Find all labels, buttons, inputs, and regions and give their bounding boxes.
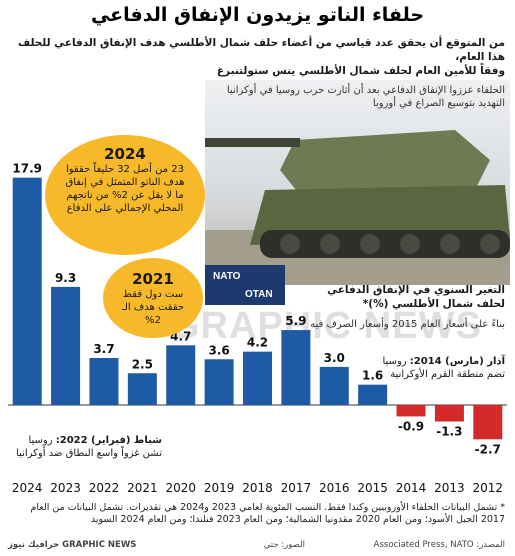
credits-source: المصدر: Associated Press, NATO	[373, 540, 505, 550]
legend-title: التغير السنوي في الإنفاق الدفاعي لحلف شم…	[327, 284, 505, 310]
bar-2016	[319, 366, 349, 405]
bar-value-label-2022: 3.7	[93, 342, 114, 356]
year-label-2015: 2015	[357, 481, 388, 495]
bar-2015	[358, 384, 388, 405]
year-label-2013: 2013	[434, 481, 465, 495]
callout-2021-text: ست دول فقط حققت هدف الـ 2%	[121, 289, 185, 326]
callout-2024: 2024 23 من أصل 32 حليفاً حققوا هدف النات…	[45, 135, 205, 255]
subtitle-line-2: وفقاً للأمين العام لحلف شمال الأطلسي ينس…	[216, 65, 505, 77]
year-label-2018: 2018	[242, 481, 273, 495]
year-label-2021: 2021	[127, 481, 158, 495]
bar-value-label-2016: 3.0	[324, 351, 345, 365]
tank-illustration	[205, 130, 510, 285]
callout-2021-year: 2021	[132, 270, 174, 288]
annotation-2014-text: روسيا تضم منطقة القرم الأوكرانية	[382, 356, 506, 380]
annotation-2014: آذار (مارس) 2014: روسيا تضم منطقة القرم …	[375, 355, 506, 381]
bar-2012	[473, 405, 503, 440]
road-wheel-shape	[360, 234, 380, 254]
gun-barrel-shape	[205, 138, 300, 147]
year-label-2020: 2020	[165, 481, 196, 495]
subtitle: من المتوقع أن يحقق عدد قياسي من أعضاء حل…	[8, 36, 505, 78]
road-wheel-shape	[320, 234, 340, 254]
page-title: حلفاء الناتو يزيدون الإنفاق الدفاعي	[90, 4, 425, 26]
bar-2013	[434, 405, 464, 422]
year-label-2023: 2023	[50, 481, 81, 495]
credits-brand: GRAPHIC NEWS جرافيك نيوز	[8, 540, 137, 550]
bar-2014	[396, 405, 426, 417]
year-label-2012: 2012	[473, 481, 504, 495]
bar-value-label-2012: -2.7	[475, 442, 501, 456]
bar-2024	[12, 177, 42, 405]
turret-shape	[280, 130, 490, 195]
bar-value-label-2019: 3.6	[208, 343, 229, 357]
year-label-2016: 2016	[319, 481, 350, 495]
nato-logo-fr: OTAN	[245, 289, 273, 300]
subtitle-line-1: من المتوقع أن يحقق عدد قياسي من أعضاء حل…	[17, 37, 505, 63]
bar-value-label-2021: 2.5	[132, 357, 153, 371]
year-label-2024: 2024	[12, 481, 43, 495]
callout-2021: 2021 ست دول فقط حققت هدف الـ 2%	[103, 258, 203, 338]
annotation-2022-head: شباط (فبراير) 2022:	[55, 435, 162, 446]
year-label-2017: 2017	[281, 481, 312, 495]
callout-2024-year: 2024	[104, 145, 146, 163]
bar-value-label-2013: -1.3	[436, 425, 462, 439]
watermark: GRAPHIC NEWS	[170, 305, 482, 347]
bar-value-label-2018: 4.2	[247, 336, 268, 350]
callout-2024-text: 23 من أصل 32 حليفاً حققوا هدف الناتو الم…	[65, 164, 185, 214]
photo-caption: الحلفاء عززوا الإنفاق الدفاعي بعد أن أثا…	[226, 85, 505, 109]
legend-note: بناءً على أسعار العام 2015 وأسعار الصرف …	[310, 319, 505, 330]
nato-logo-en: NATO	[213, 271, 241, 282]
bar-2022	[89, 358, 119, 405]
year-label-2022: 2022	[89, 481, 120, 495]
annotation-2014-head: آذار (مارس) 2014:	[409, 356, 505, 367]
year-label-2014: 2014	[396, 481, 427, 495]
road-wheel-shape	[480, 234, 500, 254]
bar-2021	[127, 373, 157, 405]
year-label-2019: 2019	[204, 481, 235, 495]
tank-photo	[205, 80, 510, 285]
bar-value-label-2023: 9.3	[55, 271, 76, 285]
bar-value-label-2017: 5.9	[285, 314, 306, 328]
bar-2017	[281, 330, 311, 405]
bar-2018	[243, 351, 272, 405]
nato-logo: NATO OTAN	[205, 265, 285, 305]
road-wheel-shape	[280, 234, 300, 254]
annotation-2022-text: روسيا تشن غزواً واسع النطاق ضد أوكرانيا	[16, 435, 162, 459]
road-wheel-shape	[400, 234, 420, 254]
bar-2020	[166, 345, 196, 405]
bar-value-label-2015: 1.6	[362, 369, 383, 383]
bar-value-label-2024: 17.9	[12, 162, 42, 176]
footnote: * تشمل البيانات الحلفاء الأوروبيين وكندا…	[30, 502, 505, 525]
bar-2023	[51, 286, 81, 405]
annotation-2022: شباط (فبراير) 2022: روسيا تشن غزواً واسع…	[12, 434, 162, 460]
bar-2019	[204, 359, 234, 405]
bar-value-label-2014: -0.9	[398, 419, 424, 433]
credits-image: الصور: جتي	[263, 540, 305, 550]
road-wheel-shape	[440, 234, 460, 254]
